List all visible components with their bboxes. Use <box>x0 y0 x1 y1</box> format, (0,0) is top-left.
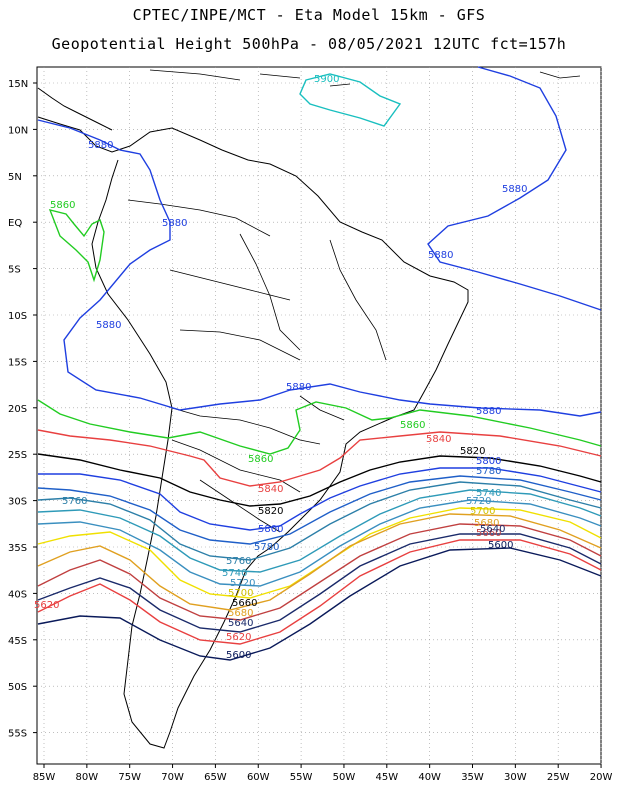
lat-tick-label: 45S <box>8 636 27 647</box>
lon-tick-label: 55W <box>290 772 313 783</box>
lat-lon-grid <box>37 67 602 764</box>
contour-5900 <box>299 73 402 127</box>
caribbean-islands <box>149 69 581 87</box>
contour-5740 <box>37 489 602 573</box>
label-5740-center: 5740 <box>222 568 247 579</box>
label-5800-east: 5800 <box>476 456 501 467</box>
lat-tick-label: EQ <box>8 218 22 229</box>
lon-tick-label: 70W <box>161 772 184 783</box>
label-5700-east: 5700 <box>470 506 495 517</box>
label-5880-atlantic: 5880 <box>476 406 501 417</box>
contour-5840 <box>37 429 602 487</box>
lon-tick-label: 60W <box>247 772 270 783</box>
lat-tick-label: 20S <box>8 404 27 415</box>
label-5680-center: 5680 <box>228 608 253 619</box>
lat-tick-label: 30S <box>8 497 27 508</box>
lon-tick-label: 65W <box>204 772 227 783</box>
lat-tick-label: 15S <box>8 357 27 368</box>
label-5820-center: 5820 <box>258 506 283 517</box>
contour-5680 <box>37 513 602 611</box>
label-5860-center: 5860 <box>248 454 273 465</box>
south-america-coast <box>37 116 469 749</box>
label-5620-center: 5620 <box>226 632 251 643</box>
label-5720-east: 5720 <box>466 496 491 507</box>
lon-tick-label: 80W <box>76 772 99 783</box>
label-5860-east: 5860 <box>400 420 425 431</box>
lat-tick-label: 40S <box>8 589 27 600</box>
lat-tick-label: 5S <box>8 265 21 276</box>
lon-tick-label: 20W <box>590 772 613 783</box>
lon-tick-label: 30W <box>504 772 527 783</box>
label-5900-north: 5900 <box>314 74 339 85</box>
lat-tick-label: 55S <box>8 729 27 740</box>
label-5880-west: 5880 <box>96 320 121 331</box>
label-5620-west: 5620 <box>34 600 59 611</box>
lat-tick-label: 50S <box>8 682 27 693</box>
label-5860-west: 5860 <box>50 200 75 211</box>
label-5840-center: 5840 <box>258 484 283 495</box>
label-5880-east: 5880 <box>428 250 453 261</box>
map-title-line-2: Geopotential Height 500hPa - 08/05/2021 … <box>51 35 567 53</box>
contour-5640 <box>37 533 602 633</box>
lon-tick-label: 35W <box>461 772 484 783</box>
label-5760-west: 5760 <box>62 496 87 507</box>
lon-tick-label: 45W <box>375 772 398 783</box>
label-5600-east: 5600 <box>488 540 513 551</box>
contour-5860-west <box>48 208 105 283</box>
label-5640-east: 5640 <box>480 524 505 535</box>
lon-tick-label: 25W <box>547 772 570 783</box>
label-5760-center: 5760 <box>226 556 251 567</box>
label-5880-nw: 5880 <box>88 140 113 151</box>
label-5600-center: 5600 <box>226 650 251 661</box>
label-5720-center: 5720 <box>230 578 255 589</box>
contour-5880-east <box>427 66 602 311</box>
label-5780-center: 5780 <box>254 542 279 553</box>
contour-5720 <box>37 499 602 587</box>
contour-5660 <box>37 523 602 621</box>
map-title-line-1: CPTEC/INPE/MCT - Eta Model 15km - GFS <box>132 6 486 24</box>
map-frame <box>36 66 602 765</box>
central-america-coast <box>37 87 113 131</box>
label-5640-center: 5640 <box>228 618 253 629</box>
label-5680-east: 5680 <box>474 518 499 529</box>
label-5780-east: 5780 <box>476 466 501 477</box>
label-5660-east: 5660 <box>476 528 501 539</box>
contour-labels: 5900 5880 5880 5880 5880 5880 5880 5880 … <box>34 74 527 661</box>
contour-5860-main <box>37 399 602 455</box>
contour-5820 <box>37 453 602 507</box>
label-5700-center: 5700 <box>228 588 253 599</box>
label-5840-east: 5840 <box>426 434 451 445</box>
label-5820-east: 5820 <box>460 446 485 457</box>
lat-tick-label: 10S <box>8 311 27 322</box>
lat-tick-label: 15N <box>8 79 28 90</box>
lat-tick-label: 35S <box>8 543 27 554</box>
label-5800-center: 5800 <box>258 524 283 535</box>
contour-5700 <box>37 507 602 599</box>
lon-tick-label: 40W <box>418 772 441 783</box>
contour-5880-north <box>37 119 602 417</box>
lon-tick-label: 50W <box>333 772 356 783</box>
internal-borders <box>127 199 387 533</box>
contour-5760 <box>37 481 602 561</box>
label-5660-center: 5660 <box>232 598 257 609</box>
label-5880-south: 5880 <box>286 382 311 393</box>
label-5740-east: 5740 <box>476 488 501 499</box>
coastline-land <box>37 69 581 749</box>
contour-5780 <box>37 475 602 545</box>
lon-tick-label: 85W <box>33 772 56 783</box>
contour-5600 <box>37 547 602 661</box>
contour-5620 <box>37 539 602 645</box>
lon-tick-label: 75W <box>118 772 141 783</box>
contours <box>37 66 602 661</box>
contour-5800 <box>38 467 602 531</box>
lat-tick-label: 10N <box>8 125 28 136</box>
lat-tick-label: 25S <box>8 450 27 461</box>
label-5880-center: 5880 <box>162 218 187 229</box>
lat-tick-label: 5N <box>8 172 22 183</box>
label-5880-ne: 5880 <box>502 184 527 195</box>
axis-ticks: 15N 10N 5N EQ 5S 10S 15S 20S 25S 30S 35S 40S 45S 50S 5… <box>8 79 612 783</box>
